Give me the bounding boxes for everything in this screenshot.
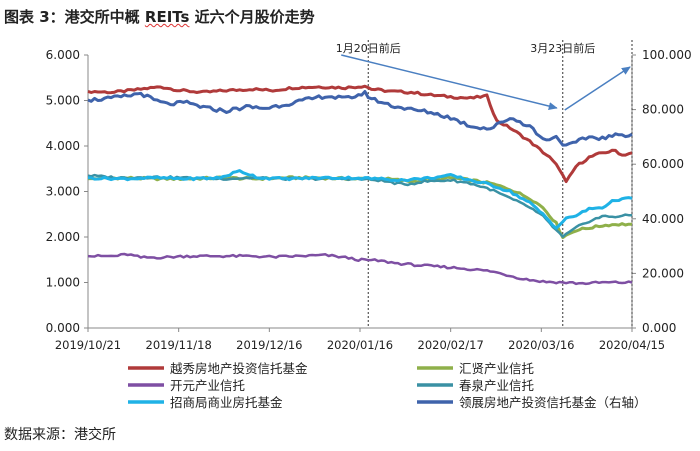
title-suffix: 近六个月股价走势: [189, 8, 315, 26]
right-tick-label: 100.000: [642, 48, 692, 62]
left-tick-label: 4.000: [46, 139, 80, 153]
annotation-label: 1月20日前后: [336, 41, 401, 55]
series-lines: [87, 84, 633, 286]
left-tick-label: 6.000: [46, 48, 80, 62]
legend-label: 招商局商业房托基金: [170, 395, 283, 410]
x-tick-label: 2020/02/17: [418, 338, 484, 352]
series-line-2: [87, 175, 633, 240]
legend-label: 越秀房地产投资信托基金: [170, 361, 308, 376]
trend-arrow-down: [341, 54, 558, 110]
x-tick-label: 2019/11/18: [146, 338, 212, 352]
x-tick-label: 2020/03/16: [508, 338, 574, 352]
legend-label: 春泉产业信托: [459, 378, 534, 393]
right-tick-label: 40.000: [642, 212, 684, 226]
title-prefix: 图表 3：港交所中概: [4, 8, 145, 26]
left-tick-label: 1.000: [46, 276, 80, 290]
left-tick-label: 5.000: [46, 94, 80, 108]
series-line-6: [87, 90, 633, 147]
legend-label: 汇贤产业信托: [459, 361, 534, 376]
annotations: 1月20日前后 3月23日前后: [336, 40, 633, 328]
right-tick-label: 20.000: [642, 266, 684, 280]
right-tick-label: 0.000: [642, 321, 676, 335]
legend-label: 开元产业信托: [170, 378, 245, 393]
legend-label: 领展房地产投资信托基金（右轴）: [459, 395, 647, 410]
left-tick-label: 2.000: [46, 230, 80, 244]
right-tick-label: 80.000: [642, 103, 684, 117]
right-tick-label: 60.000: [642, 157, 684, 171]
left-tick-label: 3.000: [46, 185, 80, 199]
series-line-5: [87, 169, 633, 230]
series-line-3: [87, 252, 633, 286]
trend-arrow-up: [564, 66, 631, 111]
series-line-1: [87, 84, 633, 184]
chart-title: 图表 3：港交所中概 REITs 近六个月股价走势: [4, 6, 315, 27]
series-line-4: [87, 173, 632, 238]
x-tick-label: 2020/01/16: [327, 338, 393, 352]
x-tick-label: 2019/10/21: [55, 338, 121, 352]
data-source: 数据来源：港交所: [4, 427, 116, 443]
x-tick-label: 2020/04/15: [599, 338, 665, 352]
left-tick-label: 0.000: [46, 321, 80, 335]
title-reits: REITs: [144, 8, 190, 26]
x-tick-label: 2019/12/16: [236, 338, 302, 352]
annotation-label: 3月23日前后: [530, 41, 595, 55]
